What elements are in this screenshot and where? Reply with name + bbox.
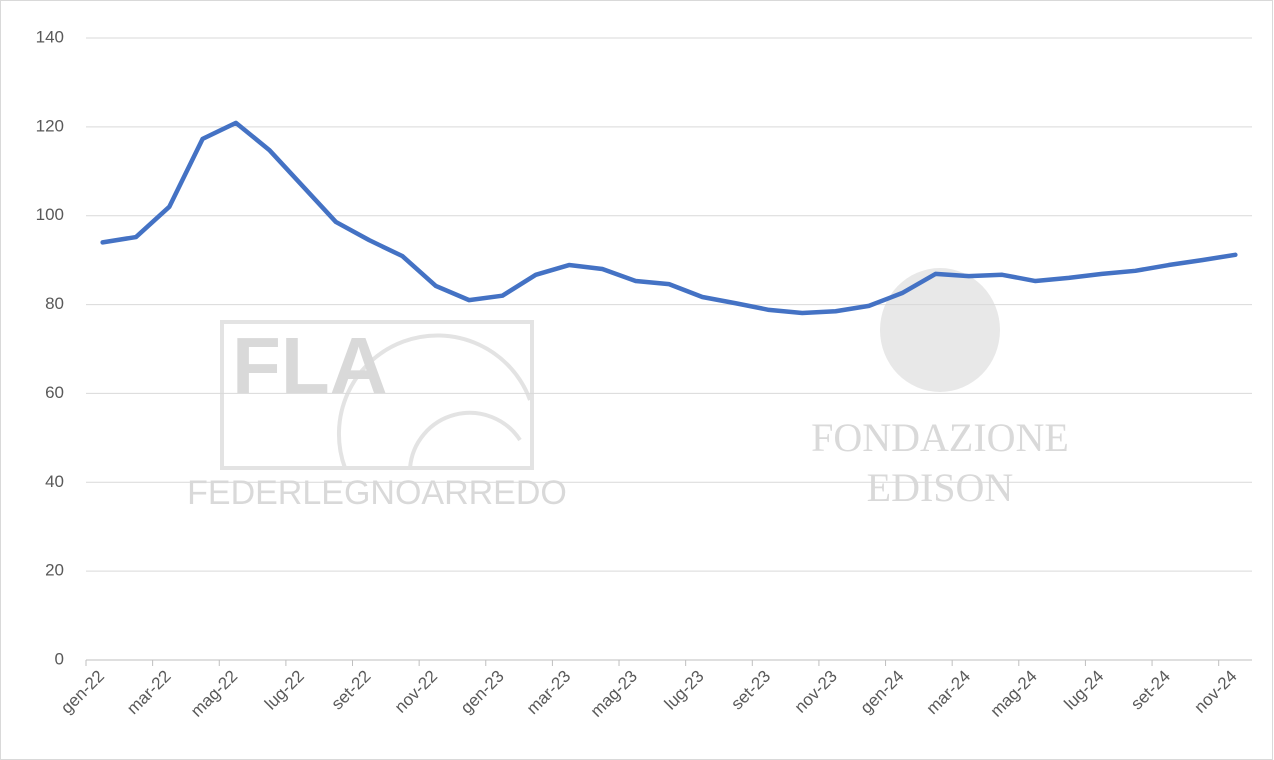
y-tick-label: 100 [36, 205, 64, 224]
line-series [100, 120, 1238, 316]
watermark: FEDERLEGNOARREDO [187, 474, 567, 512]
y-tick-label: 80 [45, 294, 64, 313]
watermark: FLA [232, 321, 388, 410]
logo-arc [336, 333, 532, 469]
y-tick-label: 120 [36, 116, 64, 135]
watermark: FONDAZIONE [811, 415, 1069, 460]
y-tick-label: 60 [45, 383, 64, 402]
y-tick-label: 20 [45, 561, 64, 580]
watermark: EDISON [867, 465, 1014, 510]
logo-frame [220, 320, 534, 470]
y-tick-label: 0 [55, 649, 64, 668]
y-tick-label: 140 [36, 27, 64, 46]
y-tick-label: 40 [45, 472, 64, 491]
logo-circle [880, 268, 1000, 392]
